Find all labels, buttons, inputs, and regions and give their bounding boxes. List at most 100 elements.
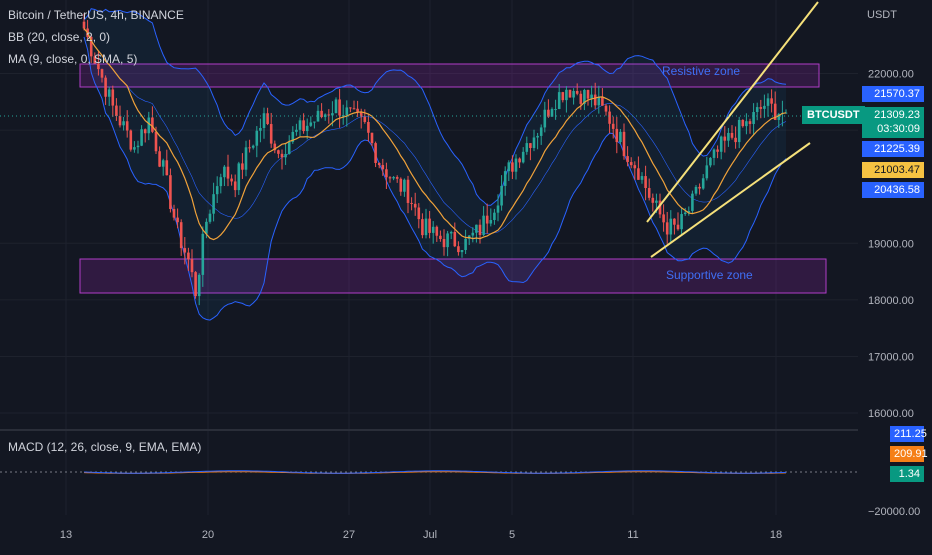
last-price-value: 21309.23 <box>874 109 920 121</box>
candle-body <box>190 259 194 273</box>
candle-body <box>647 188 651 198</box>
candle-body <box>223 166 226 178</box>
x-tick-label: 20 <box>202 529 214 541</box>
candle-body <box>773 103 777 120</box>
candle-body <box>449 231 453 234</box>
candle-body <box>392 177 395 179</box>
candle-body <box>377 162 381 166</box>
candle-body <box>233 181 237 191</box>
candle-body <box>248 147 251 149</box>
candle-body <box>489 219 493 224</box>
candle-body <box>327 114 331 116</box>
candle-body <box>572 90 575 98</box>
candle-body <box>593 94 597 106</box>
bb-fill <box>84 8 786 321</box>
candle-body <box>115 105 118 117</box>
candle-body <box>406 179 410 203</box>
candle-body <box>709 157 712 166</box>
supportive-zone[interactable] <box>79 258 827 294</box>
price-axis[interactable]: 22000.0021000.0019000.0018000.0017000.00… <box>868 69 920 518</box>
candle-body <box>698 186 701 189</box>
candle-body <box>518 158 521 163</box>
candle-body <box>305 125 309 132</box>
candle-body <box>482 215 485 235</box>
candle-body <box>388 177 392 179</box>
candle-body <box>125 121 129 131</box>
candle-body <box>111 89 115 106</box>
trendline-upper[interactable] <box>646 1 819 223</box>
resistive-zone[interactable] <box>79 63 820 88</box>
candle-body <box>133 147 136 150</box>
ma-legend[interactable]: MA (9, close, 0, SMA, 5) <box>8 52 138 66</box>
y-tick-label: 17000.00 <box>868 351 914 363</box>
candle-body <box>431 226 435 233</box>
candle-body <box>367 121 370 133</box>
candle-body <box>302 120 305 132</box>
candle-body <box>640 176 644 180</box>
candle-body <box>241 163 244 170</box>
candle-body <box>611 123 615 129</box>
macd-line <box>83 470 787 474</box>
macd-legend[interactable]: MACD (12, 26, close, 9, EMA, EMA) <box>8 440 202 454</box>
bb-basis-tag: 21225.39 <box>862 141 924 157</box>
candle-body <box>316 110 320 122</box>
candle-body <box>604 105 608 112</box>
symbol-badge[interactable]: BTCUSDT <box>802 106 865 124</box>
candle-body <box>730 132 734 138</box>
candle-body <box>673 218 676 225</box>
bb-upper-tag: 21570.37 <box>862 86 924 102</box>
candle-body <box>259 128 262 131</box>
candle-body <box>244 147 248 170</box>
candle-body <box>453 231 457 247</box>
bb-legend[interactable]: BB (20, close, 2, 0) <box>8 30 111 44</box>
candle-body <box>424 218 428 236</box>
trendline-lower[interactable] <box>650 142 811 258</box>
candle-body <box>363 116 367 122</box>
candle-body <box>338 99 341 116</box>
candle-body <box>331 113 334 116</box>
candle-body <box>89 36 93 57</box>
candle-body <box>158 151 161 167</box>
candle-body <box>464 238 467 251</box>
chart-title[interactable]: Bitcoin / TetherUS, 4h, BINANCE <box>8 8 184 22</box>
candle-body <box>187 252 190 260</box>
candle-body <box>496 205 500 213</box>
candle-body <box>507 162 511 172</box>
candle-body <box>766 98 770 106</box>
candle-body <box>237 163 241 191</box>
candle-body <box>590 94 593 99</box>
candle-body <box>705 165 709 179</box>
candle-body <box>194 272 197 297</box>
candle-body <box>313 121 316 123</box>
last-price-tag: 21309.23 03:30:09 <box>862 107 924 138</box>
candle-body <box>280 153 284 158</box>
candle-body <box>727 132 730 141</box>
candle-body <box>608 111 611 124</box>
candle-body <box>619 131 622 143</box>
candle-body <box>485 215 489 224</box>
candle-body <box>266 113 269 125</box>
bb-lower-line <box>83 36 787 321</box>
candle-body <box>421 219 424 236</box>
candle-body <box>583 89 586 104</box>
time-axis[interactable]: 13 20 27 Jul 5 11 18 <box>60 529 782 541</box>
candle-body <box>637 168 640 180</box>
candle-body <box>219 177 223 187</box>
candle-body <box>471 232 475 236</box>
candle-body <box>309 122 313 126</box>
candle-body <box>568 89 572 98</box>
candle-body <box>403 179 406 192</box>
ma-tag: 21003.47 <box>862 162 924 178</box>
x-tick-label: 13 <box>60 529 72 541</box>
candle-body <box>770 98 773 104</box>
candle-body <box>395 177 399 179</box>
candle-body <box>737 119 741 143</box>
candle-body <box>752 112 755 124</box>
candle-body <box>352 108 356 110</box>
candle-body <box>565 89 568 101</box>
candle-body <box>323 114 327 118</box>
candle-body <box>298 120 302 130</box>
candle-body <box>183 248 187 253</box>
